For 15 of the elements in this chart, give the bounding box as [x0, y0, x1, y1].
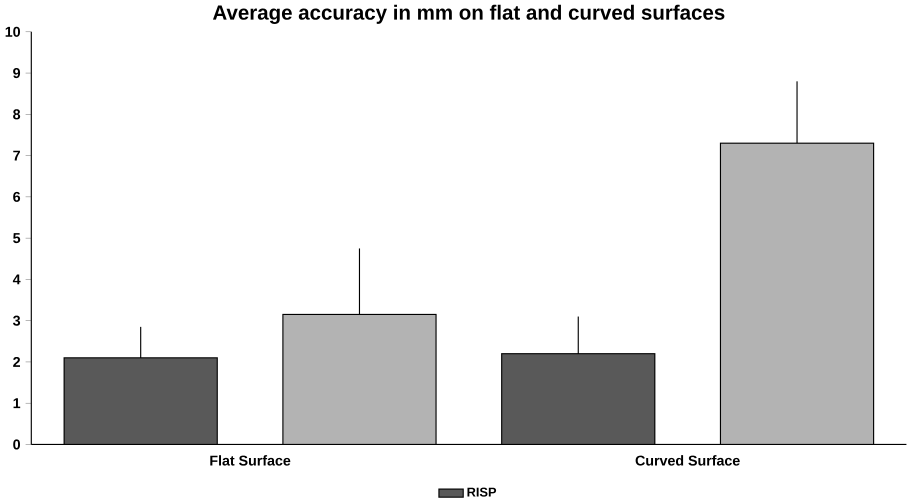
y-tick-label: 7 — [13, 150, 20, 160]
y-tick-label: 5 — [13, 232, 20, 243]
chart-title: Average accuracy in mm on flat and curved surfaces — [212, 4, 724, 24]
y-tick-label: 3 — [13, 315, 20, 326]
legend-label: RISP — [467, 487, 496, 496]
y-tick-label: 6 — [13, 192, 20, 202]
y-tick-label: 2 — [13, 356, 20, 367]
y-tick-label: 4 — [12, 274, 20, 284]
x-tick-label: Curved Surface — [636, 455, 740, 466]
y-tick-label: 10 — [6, 26, 20, 37]
y-tick-label: 0 — [13, 439, 20, 450]
y-tick-label: 1 — [14, 398, 20, 408]
y-tick-label: 9 — [13, 68, 20, 78]
x-tick-label: Flat Surface — [210, 455, 290, 466]
y-tick-label: 8 — [13, 109, 20, 120]
